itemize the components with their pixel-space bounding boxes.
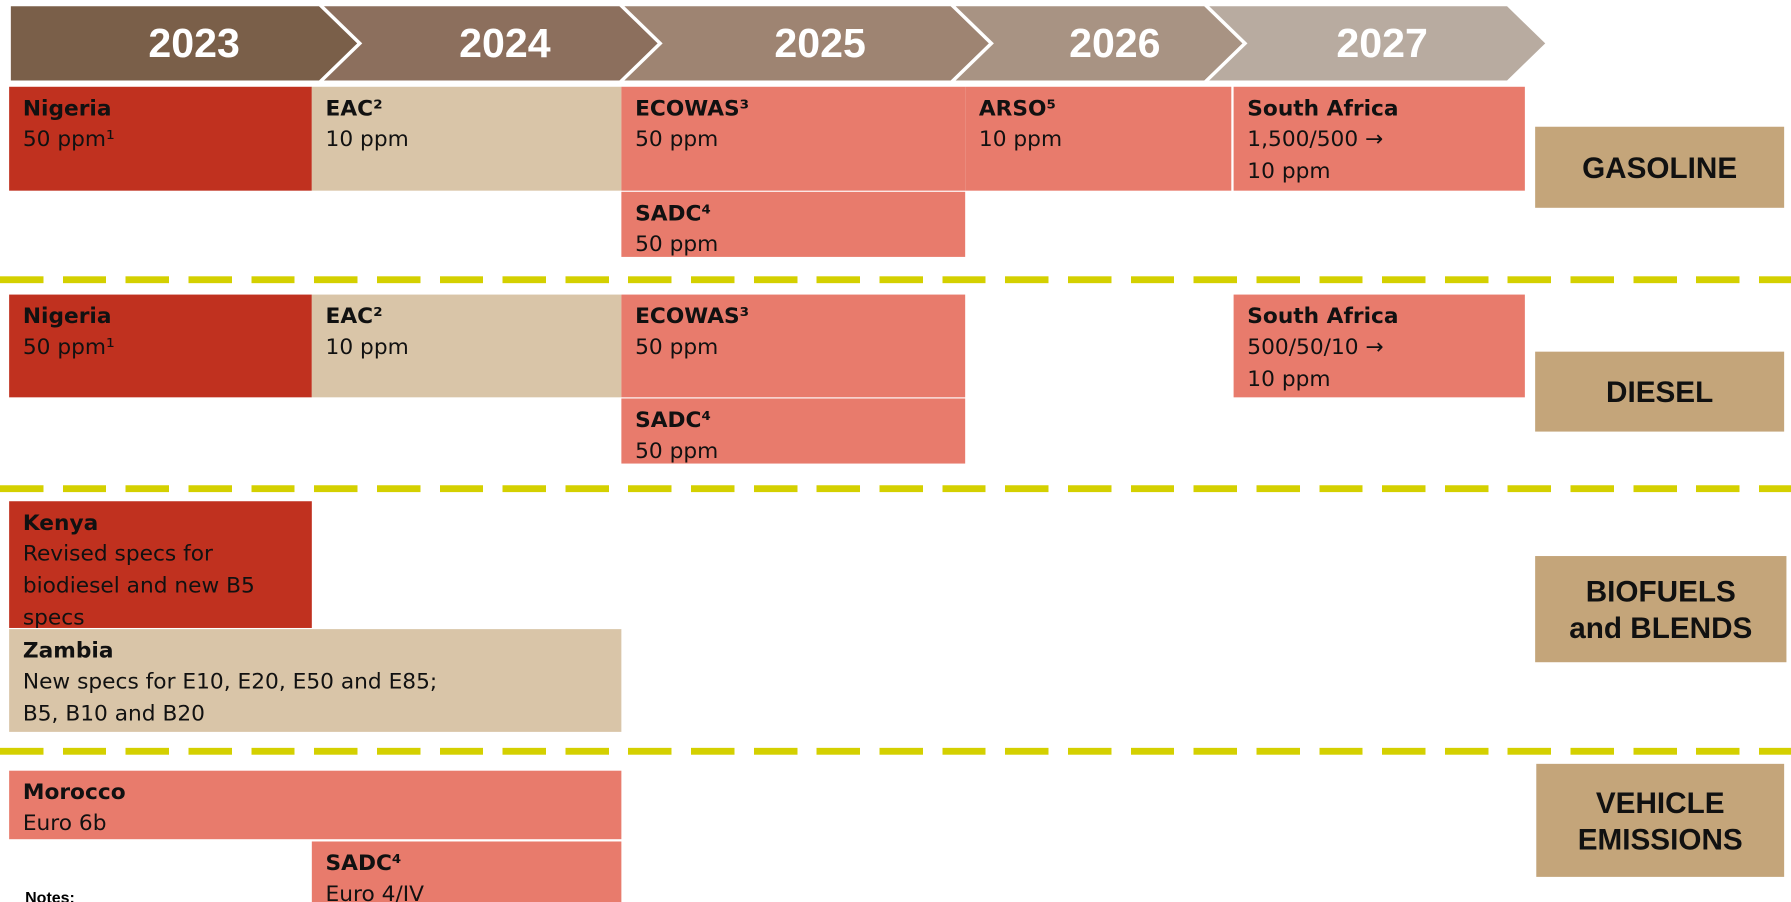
box-title: SADC⁴ [635, 200, 711, 227]
year-label: 2023 [148, 20, 239, 66]
year-label: 2025 [774, 20, 865, 66]
spec-box: SADC⁴ Euro 4/IV [311, 841, 622, 902]
box-title: SADC⁴ [635, 407, 711, 433]
box-title: ECOWAS³ [635, 303, 750, 329]
box-text: 10 ppm [978, 126, 1063, 152]
spec-box: Morocco Euro 6b [9, 770, 622, 840]
spec-box: South Africa 500/50/10 → 10 ppm [1233, 294, 1525, 398]
spec-box: EAC² 10 ppm [311, 86, 622, 191]
box-text: 10 ppm [325, 126, 409, 152]
box-text: 10 ppm [1247, 158, 1331, 184]
spec-box: South Africa 1,500/500 → 10 ppm [1233, 86, 1525, 191]
spec-box: SADC⁴ 50 ppm [621, 191, 966, 257]
box-title: Nigeria [22, 303, 112, 329]
year-label: 2024 [459, 20, 551, 66]
category-label-line: and BLENDS [1569, 610, 1753, 645]
box-text: 10 ppm [1247, 366, 1331, 392]
category-label-line: BIOFUELS [1585, 573, 1736, 608]
box-text: 50 ppm [635, 231, 719, 257]
box-text: Revised specs for [22, 541, 213, 567]
box-text: 500/50/10 → [1247, 334, 1384, 360]
year-label: 2027 [1336, 20, 1427, 66]
box-text: Euro 4/IV [325, 881, 424, 902]
spec-box: ARSO⁵ 10 ppm [965, 86, 1232, 191]
category-label-line: DIESEL [1605, 374, 1714, 409]
box-title: ARSO⁵ [978, 95, 1056, 122]
box-text: New specs for E10, E20, E50 and E85; [22, 669, 438, 695]
spec-box: ECOWAS³ 50 ppm [621, 294, 966, 398]
box-title: South Africa [1247, 95, 1399, 122]
box-text: Euro 6b [22, 810, 107, 836]
category-label: BIOFUELS and BLENDS [1535, 556, 1787, 663]
box-title: Kenya [22, 510, 99, 536]
box-title: Morocco [22, 779, 126, 805]
box-title: SADC⁴ [325, 850, 402, 876]
box-text: B5, B10 and B20 [22, 701, 205, 727]
box-text: 1,500/500 → [1247, 126, 1384, 152]
box-title: ECOWAS³ [635, 95, 750, 122]
spec-box: Nigeria 50 ppm¹ [9, 294, 312, 398]
box-title: EAC² [325, 95, 383, 122]
box-text: 10 ppm [325, 334, 409, 360]
notes: Notes: [25, 888, 75, 902]
separator [0, 747, 1791, 755]
spec-box: Nigeria 50 ppm¹ [9, 86, 312, 191]
box-text: 50 ppm [635, 438, 719, 464]
box-title: South Africa [1247, 303, 1399, 329]
box-title: EAC² [325, 303, 383, 329]
year-header: 2023 2024 2025 2026 2027 [7, 2, 1551, 84]
spec-box: Kenya Revised specs for biodiesel and new … [9, 501, 312, 628]
category-label-line: VEHICLE [1595, 784, 1725, 820]
category-label-line: GASOLINE [1582, 150, 1738, 185]
category-label: DIESEL [1535, 351, 1785, 432]
box-text: 50 ppm¹ [22, 126, 115, 152]
box-text: 50 ppm [635, 334, 719, 360]
spec-box: Zambia New specs for E10, E20, E50 and E8… [9, 629, 622, 732]
box-title: Nigeria [22, 95, 112, 122]
box-title: Zambia [22, 638, 114, 664]
spec-box: ECOWAS³ 50 ppm [621, 86, 966, 191]
spec-box: SADC⁴ 50 ppm [621, 398, 966, 464]
box-text: 50 ppm [635, 126, 719, 152]
category-label: GASOLINE [1535, 126, 1785, 208]
separator [0, 485, 1791, 493]
separator [0, 276, 1791, 284]
box-text: 50 ppm¹ [22, 334, 115, 360]
spec-box: EAC² 10 ppm [311, 294, 622, 398]
box-text: specs [22, 605, 85, 628]
year-chevron [1200, 2, 1551, 84]
category-label: VEHICLE EMISSIONS [1536, 763, 1785, 877]
box-text: biodiesel and new B5 [22, 573, 255, 599]
category-label-line: EMISSIONS [1577, 821, 1743, 856]
year-label: 2026 [1069, 20, 1160, 66]
